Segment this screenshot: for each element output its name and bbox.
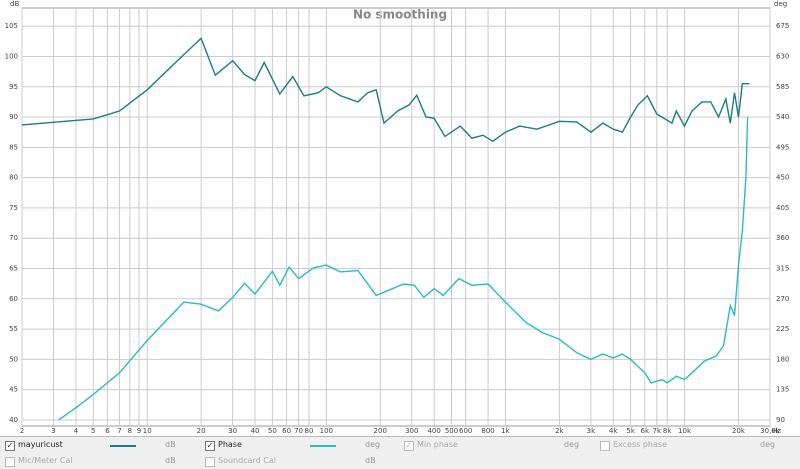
- x-tick-label: 30: [228, 427, 237, 435]
- x-tick-label: 7: [117, 427, 121, 435]
- x-tick-label: 2: [20, 427, 24, 435]
- x-tick-label: 7k: [653, 427, 662, 435]
- legend-label: Mic/Meter Cal: [18, 456, 73, 465]
- legend-label: Phase: [218, 440, 242, 449]
- x-tick-label: 3: [51, 427, 55, 435]
- y-tick-label: 50: [9, 355, 18, 363]
- legend-item[interactable]: Mic/Meter Cal dB: [5, 455, 195, 469]
- legend-item[interactable]: Soundcard Cal dB: [205, 455, 395, 469]
- x-tick-label: 6: [105, 427, 110, 435]
- y2-tick-label: 225: [776, 325, 789, 333]
- legend-swatch: [310, 445, 336, 447]
- y2-tick-label: 675: [776, 22, 789, 30]
- legend-unit: dB: [365, 456, 376, 465]
- y-axis-label: dB: [10, 0, 19, 8]
- x-tick-label: 3k: [587, 427, 596, 435]
- x-tick-label: 20: [197, 427, 206, 435]
- legend-item[interactable]: ✓ mayuricust dB: [5, 439, 195, 453]
- y-tick-label: 105: [5, 22, 18, 30]
- legend-unit: deg: [564, 440, 580, 449]
- y-tick-label: 65: [9, 264, 18, 272]
- legend-bar: ✓ mayuricust dB ✓ Phase deg ✓ Min phase deg Exces…: [0, 436, 800, 469]
- x-tick-label: 8k: [663, 427, 672, 435]
- y2-tick-label: 585: [776, 83, 789, 91]
- x-tick-label: 6k: [641, 427, 650, 435]
- y-tick-label: 75: [9, 204, 18, 212]
- legend-label: mayuricust: [18, 440, 63, 449]
- y-tick-label: 95: [9, 83, 18, 91]
- y2-tick-label: 495: [776, 143, 789, 151]
- y-tick-label: 80: [9, 174, 18, 182]
- x-tick-label: 80: [304, 427, 313, 435]
- x-tick-label: 9: [137, 427, 141, 435]
- x-tick-label: 30,0k: [760, 427, 781, 435]
- y2-tick-label: 180: [776, 355, 789, 363]
- y-tick-label: 90: [9, 113, 18, 121]
- y2-tick-label: 270: [776, 295, 789, 303]
- legend-swatch: [110, 445, 136, 447]
- x-axis-label: Hz: [772, 427, 781, 435]
- x-tick-label: 20k: [732, 427, 746, 435]
- x-tick-label: 4k: [609, 427, 618, 435]
- x-tick-label: 100: [320, 427, 333, 435]
- checkbox[interactable]: [5, 457, 15, 467]
- y-tick-label: 85: [9, 143, 18, 151]
- legend-label: Min phase: [417, 440, 458, 449]
- x-tick-label: 70: [294, 427, 303, 435]
- legend-item[interactable]: ✓ Phase deg: [205, 439, 395, 453]
- x-tick-label: 10: [143, 427, 152, 435]
- x-tick-label: 5k: [626, 427, 635, 435]
- series-line: [58, 116, 749, 421]
- legend-unit: dB: [165, 440, 176, 449]
- y2-tick-label: 540: [776, 113, 789, 121]
- legend-item[interactable]: Excess phase deg: [600, 439, 790, 453]
- y2-tick-label: 360: [776, 234, 789, 242]
- y-tick-label: 100: [5, 52, 18, 60]
- checkbox[interactable]: [205, 457, 215, 467]
- y-tick-label: 40: [9, 416, 18, 424]
- x-tick-label: 60: [282, 427, 291, 435]
- y2-axis-label: deg: [774, 0, 787, 8]
- legend-label: Soundcard Cal: [218, 456, 276, 465]
- y-tick-label: 70: [9, 234, 18, 242]
- plot-area: [21, 7, 771, 427]
- y-tick-label: 55: [9, 325, 18, 333]
- series-line: [21, 37, 750, 143]
- checkbox[interactable]: ✓: [5, 441, 15, 451]
- x-tick-label: 2k: [555, 427, 564, 435]
- x-tick-label: 500: [445, 427, 458, 435]
- x-tick-label: 800: [481, 427, 494, 435]
- legend-label: Excess phase: [613, 440, 667, 449]
- chart-title: No smoothing: [353, 8, 447, 22]
- x-tick-label: 50: [268, 427, 277, 435]
- y2-tick-label: 90: [776, 416, 785, 424]
- x-tick-label: 8: [128, 427, 132, 435]
- y2-tick-label: 405: [776, 204, 789, 212]
- legend-unit: dB: [165, 456, 176, 465]
- x-tick-label: 1k: [501, 427, 510, 435]
- y-tick-label: 60: [9, 295, 18, 303]
- chart: No smoothing dB deg 2 3 4 5 6 7 8 9 10 20 30 40 50 60…: [5, 0, 790, 435]
- x-tick-label: 4: [74, 427, 79, 435]
- y2-tick-label: 450: [776, 174, 789, 182]
- y-tick-label: 45: [9, 386, 18, 394]
- x-tick-label: 5: [91, 427, 95, 435]
- checkbox[interactable]: ✓: [205, 441, 215, 451]
- x-tick-label: 400: [427, 427, 440, 435]
- legend-unit: deg: [365, 440, 381, 449]
- y2-tick-label: 315: [776, 264, 789, 272]
- y2-tick-label: 135: [776, 386, 789, 394]
- x-tick-label: 300: [405, 427, 418, 435]
- y2-tick-label: 630: [776, 52, 789, 60]
- x-tick-label: 200: [374, 427, 387, 435]
- x-tick-label: 600: [459, 427, 472, 435]
- x-tick-label: 40: [251, 427, 260, 435]
- x-tick-label: 10k: [678, 427, 692, 435]
- checkbox[interactable]: [600, 441, 610, 451]
- checkbox[interactable]: ✓: [404, 441, 414, 451]
- legend-unit: deg: [760, 440, 776, 449]
- legend-item[interactable]: ✓ Min phase deg: [404, 439, 594, 453]
